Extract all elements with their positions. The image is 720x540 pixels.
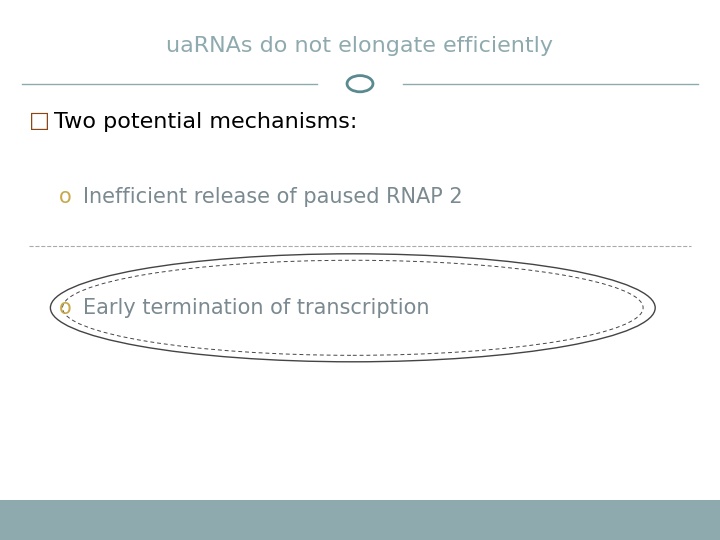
Text: Inefficient release of paused RNAP 2: Inefficient release of paused RNAP 2 [83, 187, 462, 207]
Text: Two potential mechanisms:: Two potential mechanisms: [54, 111, 357, 132]
Text: □: □ [29, 111, 50, 132]
Text: o: o [58, 187, 71, 207]
Text: uaRNAs do not elongate efficiently: uaRNAs do not elongate efficiently [166, 36, 554, 56]
Bar [0, 500, 720, 540]
Text: Early termination of transcription: Early termination of transcription [83, 298, 429, 318]
Text: o: o [58, 298, 71, 318]
